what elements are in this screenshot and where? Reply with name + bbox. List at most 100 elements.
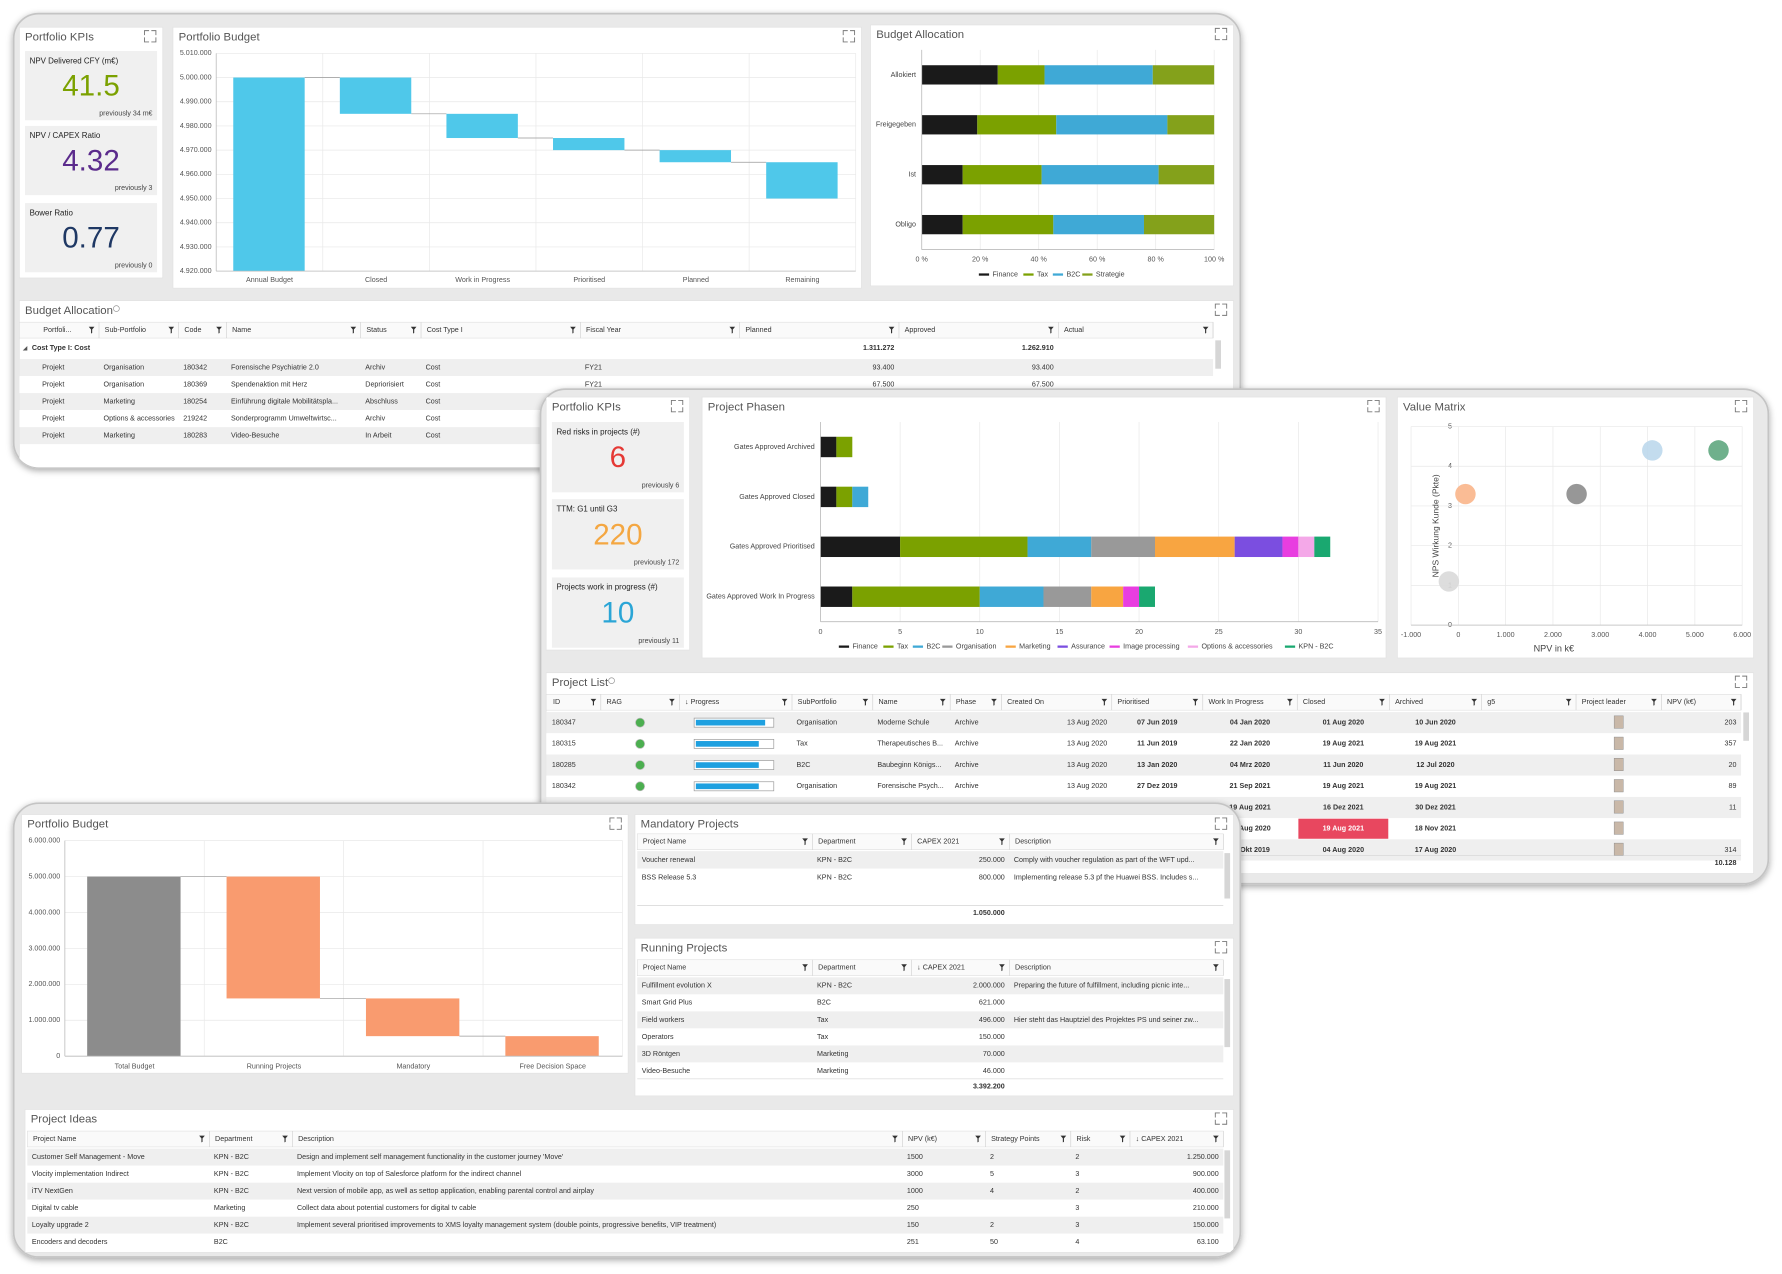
expand-icon[interactable] [609, 817, 622, 830]
table-cell: Projekt [42, 380, 64, 388]
table-cell: Tax [817, 1016, 829, 1024]
filter-icon[interactable] [282, 1135, 288, 1143]
expand-icon[interactable] [1214, 941, 1228, 954]
column-header: Work In Progress [1208, 698, 1264, 706]
scrollbar[interactable] [1743, 712, 1749, 741]
filter-icon[interactable] [862, 698, 869, 706]
filter-icon[interactable] [888, 326, 895, 334]
y-tick-label: 0 [56, 1052, 60, 1060]
filter-icon[interactable] [1565, 698, 1572, 706]
table-cell: 180254 [183, 397, 207, 405]
filter-icon[interactable] [1379, 698, 1385, 706]
filter-icon[interactable] [1213, 838, 1219, 846]
table-cell: Loyalty upgrade 2 [32, 1221, 89, 1229]
scrollbar[interactable] [1224, 853, 1231, 899]
filter-icon[interactable] [1119, 1135, 1126, 1143]
bubble [1455, 483, 1476, 505]
table-cell: 210.000 [1193, 1204, 1219, 1212]
y-tick-label: 4.930.000 [180, 243, 212, 251]
progress-bar [695, 719, 766, 726]
filter-icon[interactable] [1048, 326, 1054, 334]
filter-icon[interactable] [88, 326, 95, 334]
filter-icon[interactable] [570, 326, 576, 334]
column-header: Phase [956, 698, 976, 706]
expand-icon[interactable] [842, 30, 856, 43]
filter-icon[interactable] [350, 326, 357, 334]
filter-icon[interactable] [901, 964, 907, 972]
expand-icon[interactable] [1214, 817, 1228, 830]
filter-icon[interactable] [1730, 698, 1737, 706]
filter-icon[interactable] [802, 838, 808, 846]
filter-icon[interactable] [901, 838, 907, 846]
column-header: Closed [1303, 698, 1325, 706]
bar-segment [962, 165, 1042, 185]
bar-segment [1091, 586, 1124, 607]
x-tick-label: 80 % [1148, 256, 1165, 264]
filter-icon[interactable] [802, 964, 808, 972]
scrollbar[interactable] [1224, 1150, 1231, 1219]
kpi-card [25, 51, 158, 121]
column-header: NPV (k€) [908, 1135, 937, 1143]
kpi-previous: previously 34 m€ [99, 110, 152, 117]
column-header: Risk [1076, 1135, 1090, 1143]
filter-icon[interactable] [781, 698, 788, 706]
bar [659, 150, 732, 163]
scrollbar[interactable] [1224, 979, 1231, 1048]
expand-icon[interactable] [1367, 400, 1380, 413]
x-tick-label: 6.000 [1733, 631, 1751, 639]
filter-icon[interactable] [1213, 964, 1219, 972]
expand-icon[interactable] [1214, 303, 1228, 316]
filter-icon[interactable] [1060, 1135, 1067, 1143]
filter-icon[interactable] [1651, 698, 1657, 706]
y-tick-label: 4.940.000 [180, 219, 212, 227]
filter-icon[interactable] [1101, 698, 1108, 706]
filter-icon[interactable] [216, 326, 222, 334]
filter-icon[interactable] [1287, 698, 1293, 706]
table-cell: Depriorisiert [365, 380, 404, 388]
expand-icon[interactable] [144, 30, 157, 43]
x-tick-label: Running Projects [247, 1062, 302, 1070]
filter-icon[interactable] [939, 698, 946, 706]
filter-icon[interactable] [729, 326, 736, 334]
filter-icon[interactable] [1192, 698, 1199, 706]
filter-icon[interactable] [991, 698, 997, 706]
table-cell: 4 [1075, 1238, 1079, 1246]
filter-icon[interactable] [199, 1135, 205, 1143]
y-axis-label: NPS Wirkung Kunde (Pkte) [1430, 474, 1440, 577]
expand-icon[interactable] [1734, 675, 1748, 688]
table-cell: Customer Self Management - Move [32, 1153, 145, 1161]
scrollbar[interactable] [1215, 340, 1221, 369]
filter-icon[interactable] [1471, 698, 1478, 706]
expand-icon[interactable] [1734, 400, 1748, 413]
filter-icon[interactable] [168, 326, 175, 334]
table-row [637, 1062, 1224, 1080]
table-cell: Tax [797, 740, 809, 748]
y-tick-label: 4.990.000 [180, 98, 212, 106]
bar-segment [1053, 214, 1144, 235]
filter-icon[interactable] [999, 838, 1005, 846]
filter-icon[interactable] [975, 1135, 981, 1143]
table-cell: Digital tv cable [32, 1204, 79, 1212]
filter-icon[interactable] [669, 698, 675, 706]
column-header: Description [1015, 838, 1051, 846]
column-header: Sub-Portfolio [105, 326, 146, 334]
expand-icon[interactable] [670, 400, 684, 413]
expand-icon[interactable] [1214, 1112, 1228, 1125]
rag-indicator [635, 760, 645, 770]
filter-icon[interactable] [1213, 1135, 1219, 1143]
table-cell: 180369 [183, 380, 207, 388]
column-header: ↓ CAPEX 2021 [1136, 1135, 1184, 1143]
x-tick-label: Prioritised [573, 276, 605, 284]
table-row [637, 851, 1224, 869]
filter-icon[interactable] [410, 326, 417, 334]
table-cell: 01 Aug 2020 [1323, 719, 1365, 727]
filter-icon[interactable] [892, 1135, 898, 1143]
group-toggle[interactable] [22, 346, 28, 351]
bar-segment [979, 586, 1044, 607]
filter-icon[interactable] [999, 964, 1005, 972]
x-tick-label: 3.000 [1591, 631, 1609, 639]
filter-icon[interactable] [1202, 326, 1209, 334]
expand-icon[interactable] [1214, 27, 1228, 41]
filter-icon[interactable] [590, 698, 597, 706]
panel-title: Value Matrix [1403, 401, 1466, 413]
